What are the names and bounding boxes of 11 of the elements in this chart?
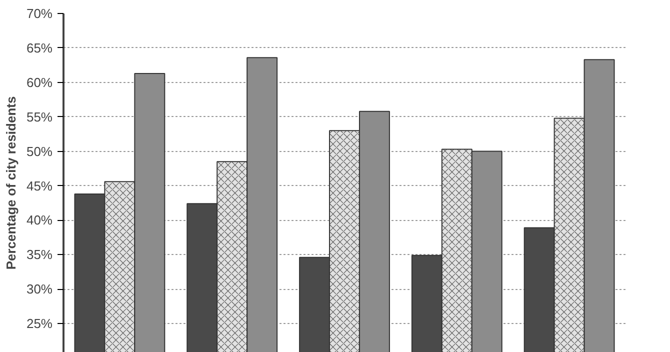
y-tick-label: 60% [26,74,53,90]
y-tick-label: 70% [26,6,53,21]
y-tick-label: 65% [26,40,53,56]
y-tick-label: 50% [26,144,53,159]
y-tick-label: 30% [26,282,53,297]
y-tick-label: 40% [26,212,53,228]
y-tick-label: 25% [26,316,53,332]
y-tick-label: 45% [26,178,53,194]
y-tick-label: 55% [26,109,53,124]
y-tick-label: 35% [26,247,53,262]
y-axis-title: Percentage of city residents [3,96,18,270]
